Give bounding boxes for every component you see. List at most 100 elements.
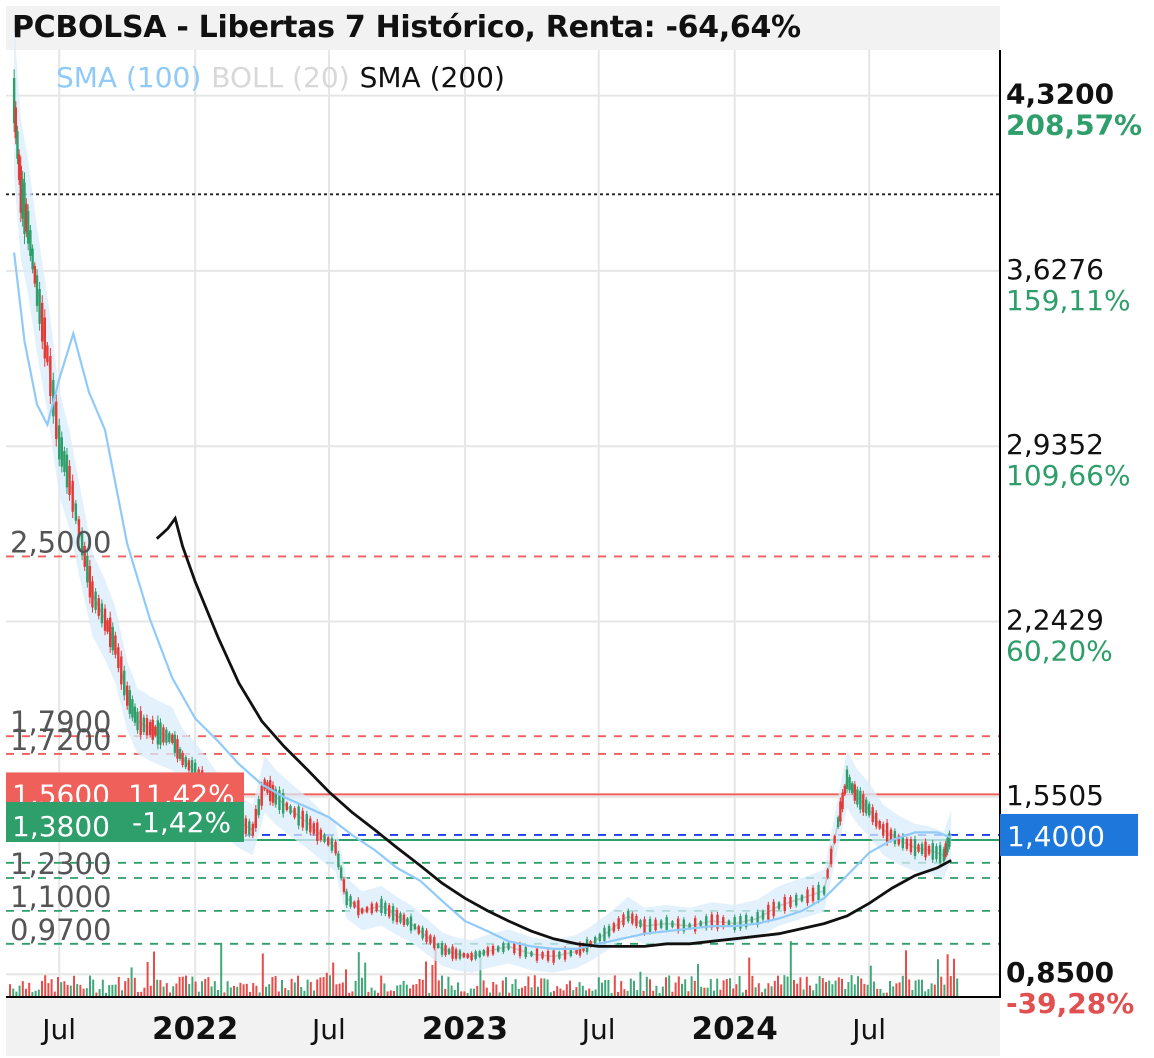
candle-body: [856, 789, 859, 805]
candle-body: [74, 503, 78, 521]
volume-bar: [716, 978, 719, 997]
candle-body: [187, 760, 191, 771]
candle-body: [142, 717, 146, 733]
candle-body: [339, 867, 343, 879]
volume-bar: [210, 986, 213, 997]
candle-body: [349, 896, 352, 907]
volume-bar: [757, 983, 760, 997]
candle-body: [530, 951, 533, 957]
volume-bar: [444, 988, 447, 997]
candle-body: [254, 808, 257, 829]
volume-bar: [924, 991, 927, 997]
candle-body: [281, 793, 285, 814]
candle-body: [31, 248, 34, 270]
candle-body: [617, 918, 620, 929]
volume-bar: [607, 979, 610, 997]
volume-bar: [386, 991, 389, 997]
volume-bar: [844, 988, 847, 997]
chart-title: PCBOLSA - Libertas 7 Histórico, Renta: -…: [12, 10, 801, 45]
candle-body: [639, 920, 642, 927]
volume-bar: [847, 982, 850, 997]
candle-body: [885, 822, 889, 842]
volume-bar: [201, 981, 203, 997]
volume-bar: [217, 989, 219, 997]
volume-bar: [501, 980, 504, 997]
volume-bar: [213, 981, 216, 997]
candle-body: [117, 647, 120, 669]
candle-body: [103, 608, 107, 631]
volume-bar: [828, 980, 831, 997]
candle-body: [627, 910, 630, 922]
volume-bar: [197, 991, 200, 997]
candle-body: [676, 918, 680, 932]
candle-body: [578, 943, 582, 956]
y-tick-label: 2,2429: [1006, 604, 1104, 637]
volume-bar: [361, 977, 363, 997]
volume-bar: [319, 977, 322, 997]
candle-body: [871, 807, 874, 823]
volume-bar: [303, 990, 306, 997]
candle-body: [43, 317, 46, 359]
candle-body: [421, 927, 424, 939]
candle-body: [190, 760, 194, 777]
volume-bar: [153, 951, 155, 997]
volume-bar: [50, 979, 53, 997]
candle-body: [920, 843, 924, 854]
volume-bar: [546, 979, 549, 997]
volume-bar: [690, 976, 693, 997]
candle-body: [269, 780, 272, 802]
volume-bar: [188, 984, 191, 997]
volume-bar: [325, 972, 328, 997]
level-tags: 1,5600 11,42%1,3800 -1,42%: [6, 772, 244, 843]
candle-body: [23, 182, 26, 234]
candle-body: [859, 790, 862, 810]
candle-body: [447, 948, 451, 955]
y-tick-label: 3,6276: [1006, 253, 1104, 286]
volume-bar: [588, 988, 591, 997]
candle-body: [159, 722, 162, 745]
volume-bar: [521, 987, 523, 997]
volume-bar: [194, 981, 197, 997]
candle-body: [598, 933, 602, 942]
candle-body: [699, 921, 702, 927]
candle-body: [301, 810, 304, 828]
volume-bar: [732, 988, 735, 997]
volume-bar: [380, 975, 383, 997]
volume-bar: [220, 944, 223, 997]
volume-bar: [866, 984, 869, 997]
volume-bar: [441, 975, 443, 997]
volume-bar: [226, 981, 229, 997]
volume-bar: [300, 986, 303, 997]
volume-bar: [143, 987, 146, 997]
candle-body: [622, 914, 625, 926]
volume-bar: [47, 983, 50, 997]
volume-bar: [245, 983, 248, 997]
volume-bar: [873, 981, 875, 997]
volume-bar: [348, 992, 351, 997]
volume-bar: [21, 981, 24, 997]
volume-bar: [12, 988, 15, 997]
volume-bar: [92, 979, 95, 997]
candle-body: [342, 879, 346, 892]
candle-body: [942, 849, 946, 862]
volume-bar: [885, 992, 888, 997]
volume-bar: [85, 988, 88, 997]
volume-bar: [354, 980, 357, 997]
candle-body: [162, 727, 165, 743]
candle-body: [935, 846, 938, 860]
volume-bar: [773, 980, 776, 997]
candle-body: [257, 799, 260, 816]
candle-body: [783, 896, 786, 911]
candle-body: [569, 949, 573, 957]
candle-body: [507, 943, 510, 950]
candle-body: [128, 690, 131, 714]
candle-body: [552, 950, 555, 963]
volume-bar: [402, 980, 405, 997]
y-tick-label: 2,9352: [1006, 428, 1104, 461]
volume-bar: [729, 978, 731, 997]
volume-bar: [34, 990, 37, 997]
volume-bar: [185, 975, 187, 997]
candle-body: [924, 841, 927, 858]
volume-bar: [178, 976, 181, 997]
